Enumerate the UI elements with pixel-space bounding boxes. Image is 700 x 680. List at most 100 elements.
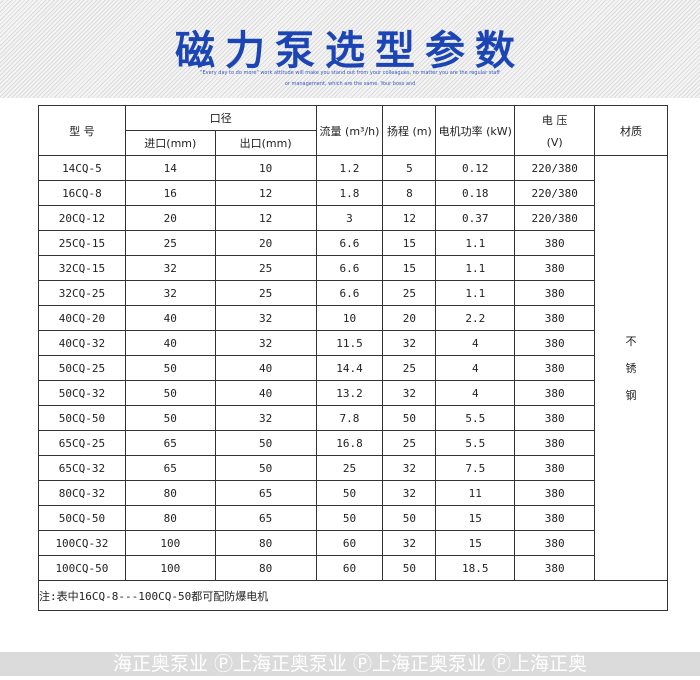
watermark: 海正奥泵业 Ⓟ上海正奥泵业 Ⓟ上海正奥泵业 Ⓟ上海正奥 xyxy=(0,652,700,676)
table-cell: 100 xyxy=(124,530,216,556)
table-row: 100CQ-50 100 80 60 50 18.5 380 xyxy=(38,555,668,581)
table-cell: 15 xyxy=(382,230,437,256)
table-row: 100CQ-32 100 80 60 32 15 380 xyxy=(38,530,668,556)
col-flow: 流量 (m³/h) xyxy=(315,105,384,156)
table-row: 50CQ-32 50 40 13.2 32 4 380 xyxy=(38,380,668,406)
table-row: 65CQ-25 65 50 16.8 25 5.5 380 xyxy=(38,430,668,456)
table-cell: 6.6 xyxy=(315,230,384,256)
table-cell: 50 xyxy=(214,430,317,456)
table-cell: 25 xyxy=(382,430,437,456)
table-cell: 80CQ-32 xyxy=(38,480,126,506)
table-row: 14CQ-5 14 10 1.2 5 0.12 220/380 不 锈 钢 xyxy=(38,155,668,581)
table-cell: 10 xyxy=(315,305,384,331)
table-cell: 40CQ-32 xyxy=(38,330,126,356)
table-cell: 20 xyxy=(382,305,437,331)
table-cell: 50 xyxy=(315,480,384,506)
table-cell: 50 xyxy=(124,405,216,431)
col-inlet: 进口(mm) xyxy=(124,130,216,156)
table-cell: 25 xyxy=(214,280,317,306)
table-cell: 65 xyxy=(214,505,317,531)
col-outlet: 出口(mm) xyxy=(214,130,317,156)
col-voltage: 电 压 (V) xyxy=(514,105,596,156)
table-cell: 16.8 xyxy=(315,430,384,456)
table-row: 20CQ-12 20 12 3 12 0.37 220/380 xyxy=(38,205,668,231)
table-cell: 1.8 xyxy=(315,180,384,206)
table-cell: 32 xyxy=(214,305,317,331)
table-cell: 65 xyxy=(214,480,317,506)
table-cell: 380 xyxy=(514,255,596,281)
table-cell: 40 xyxy=(124,330,216,356)
table-cell: 18.5 xyxy=(435,555,516,581)
note-text: 注:表中16CQ-8---100CQ-50都可配防爆电机 xyxy=(38,580,668,611)
table-cell: 50 xyxy=(315,505,384,531)
header-row: 型 号 口径 流量 (m³/h) 扬程 (m) 电机功率 (kW) 电 压 (V)… xyxy=(38,105,668,156)
table-cell: 5.5 xyxy=(435,430,516,456)
table-row: 40CQ-32 40 32 11.5 32 4 380 xyxy=(38,330,668,356)
table-cell: 380 xyxy=(514,230,596,256)
table-cell: 380 xyxy=(514,380,596,406)
table-cell: 15 xyxy=(382,255,437,281)
table-cell: 16 xyxy=(124,180,216,206)
table-cell: 32 xyxy=(124,255,216,281)
table-cell: 65 xyxy=(124,455,216,481)
table-cell: 32 xyxy=(382,480,437,506)
table-cell: 3 xyxy=(315,205,384,231)
table-cell: 0.12 xyxy=(435,155,516,181)
table-cell: 50 xyxy=(214,455,317,481)
table-cell: 50 xyxy=(382,405,437,431)
tagline: "Every day to do more" work attitude wil… xyxy=(200,70,500,87)
table-cell: 1.1 xyxy=(435,280,516,306)
table-cell: 65 xyxy=(124,430,216,456)
table-cell: 50 xyxy=(382,555,437,581)
table-cell: 25CQ-15 xyxy=(38,230,126,256)
col-model: 型 号 xyxy=(38,105,126,156)
table-cell: 50CQ-50 xyxy=(38,405,126,431)
table-cell: 15 xyxy=(435,530,516,556)
table-cell: 5 xyxy=(382,155,437,181)
table-cell: 15 xyxy=(435,505,516,531)
table-cell: 32CQ-25 xyxy=(38,280,126,306)
table-cell: 1.1 xyxy=(435,230,516,256)
page-title: 磁力泵选型参数 xyxy=(175,28,525,74)
table-cell: 20 xyxy=(124,205,216,231)
material-cell: 不 锈 钢 xyxy=(594,155,668,581)
table-cell: 12 xyxy=(382,205,437,231)
table-cell: 380 xyxy=(514,455,596,481)
table-cell: 100CQ-50 xyxy=(38,555,126,581)
table-cell: 1.1 xyxy=(435,255,516,281)
table-cell: 25 xyxy=(382,280,437,306)
table-row: 50CQ-50 80 65 50 50 15 380 xyxy=(38,505,668,531)
table-cell: 7.8 xyxy=(315,405,384,431)
table-cell: 380 xyxy=(514,280,596,306)
table-cell: 10 xyxy=(214,155,317,181)
table-cell: 40 xyxy=(214,355,317,381)
table-cell: 220/380 xyxy=(514,180,596,206)
col-power: 电机功率 (kW) xyxy=(435,105,516,156)
table-cell: 11 xyxy=(435,480,516,506)
table-cell: 380 xyxy=(514,430,596,456)
voltage-label: 电 压 xyxy=(541,114,568,127)
table-cell: 50CQ-25 xyxy=(38,355,126,381)
table-cell: 40CQ-20 xyxy=(38,305,126,331)
table-cell: 380 xyxy=(514,330,596,356)
table-cell: 32 xyxy=(382,380,437,406)
table-cell: 220/380 xyxy=(514,155,596,181)
table-cell: 65CQ-32 xyxy=(38,455,126,481)
table-cell: 6.6 xyxy=(315,255,384,281)
table-cell: 40 xyxy=(124,305,216,331)
table-cell: 50CQ-32 xyxy=(38,380,126,406)
col-material: 材质 xyxy=(594,105,668,156)
table-cell: 5.5 xyxy=(435,405,516,431)
pump-spec-table: 型 号 口径 流量 (m³/h) 扬程 (m) 电机功率 (kW) 电 压 (V)… xyxy=(38,105,668,611)
table-cell: 25 xyxy=(124,230,216,256)
table-cell: 12 xyxy=(214,180,317,206)
table-cell: 220/380 xyxy=(514,205,596,231)
table-row: 25CQ-15 25 20 6.6 15 1.1 380 xyxy=(38,230,668,256)
table-cell: 50 xyxy=(382,505,437,531)
table-cell: 25 xyxy=(382,355,437,381)
table-cell: 1.2 xyxy=(315,155,384,181)
table-cell: 0.18 xyxy=(435,180,516,206)
table-cell: 80 xyxy=(214,555,317,581)
table-row: 65CQ-32 65 50 25 32 7.5 380 xyxy=(38,455,668,481)
table-cell: 80 xyxy=(124,480,216,506)
